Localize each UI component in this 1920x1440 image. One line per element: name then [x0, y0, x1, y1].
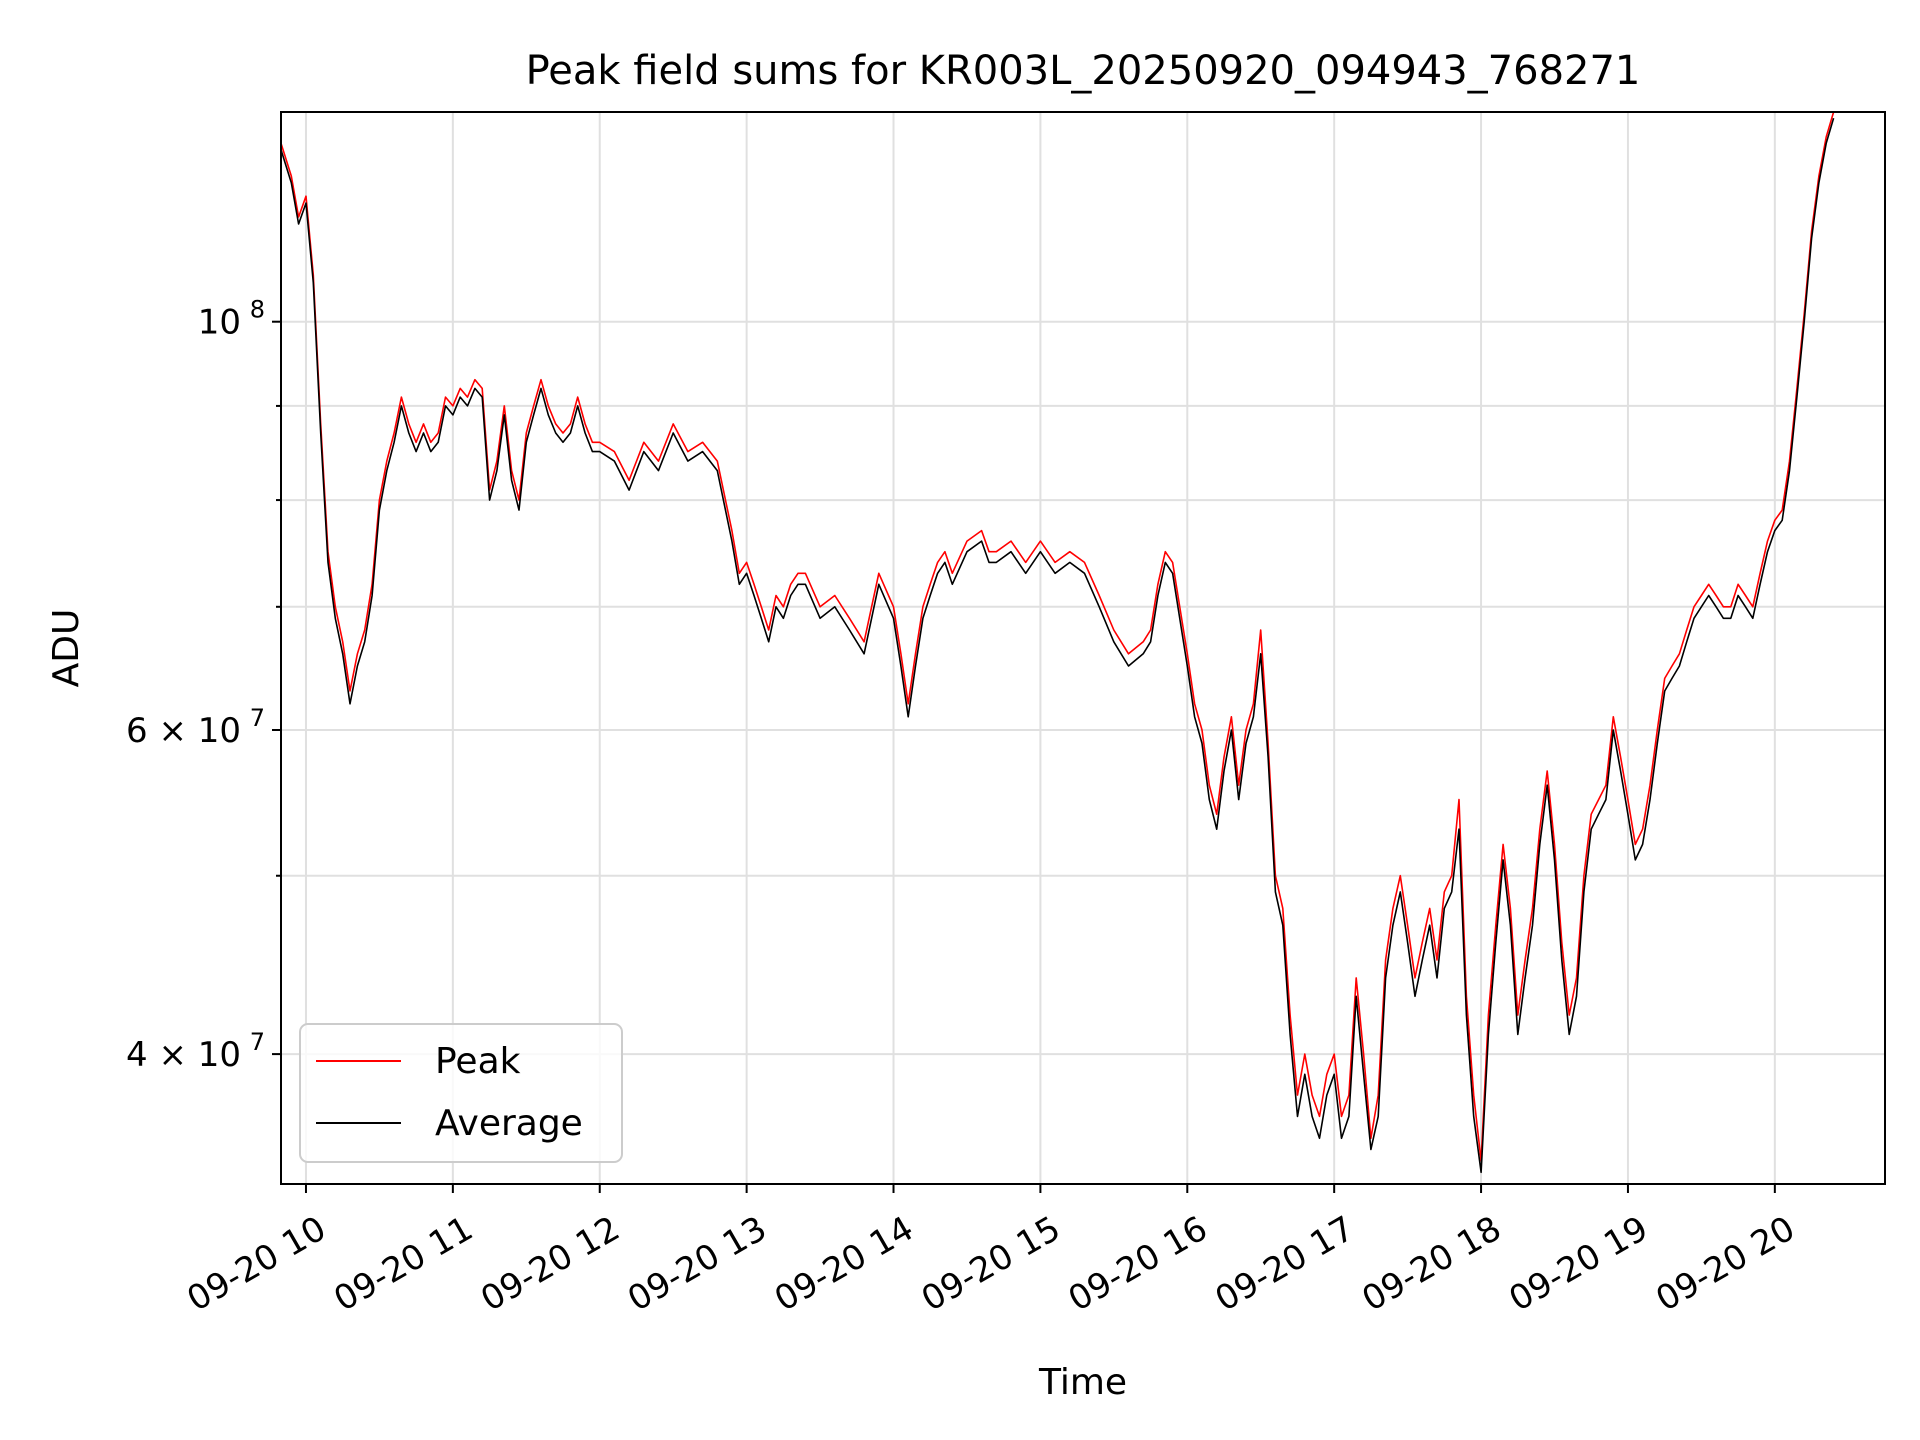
- y-tick-exponent: 7: [250, 1028, 265, 1056]
- legend-label-average: Average: [435, 1103, 583, 1144]
- y-axis-ticks: 10 8 6 × 10 7 4 × 10 7: [126, 296, 281, 1075]
- y-tick-label: 4 × 10: [126, 1035, 241, 1075]
- y-tick-label: 10: [198, 303, 241, 343]
- plot-frame: [280, 111, 1886, 1185]
- y-tick-label: 6 × 10: [126, 711, 241, 751]
- chart-title: Peak field sums for KR003L_20250920_0949…: [526, 48, 1641, 94]
- series-lines: [280, 111, 1835, 1174]
- grid: [281, 112, 1885, 1184]
- legend: Peak Average: [299, 1023, 623, 1163]
- series-line-average: [280, 117, 1835, 1174]
- y-axis-label: ADU: [46, 609, 87, 688]
- series-line-peak: [280, 111, 1835, 1162]
- legend-box: [299, 1023, 623, 1163]
- x-axis-label: Time: [1038, 1362, 1127, 1403]
- y-tick-exponent: 8: [250, 296, 265, 324]
- legend-label-peak: Peak: [435, 1041, 521, 1082]
- y-tick-exponent: 7: [250, 704, 265, 732]
